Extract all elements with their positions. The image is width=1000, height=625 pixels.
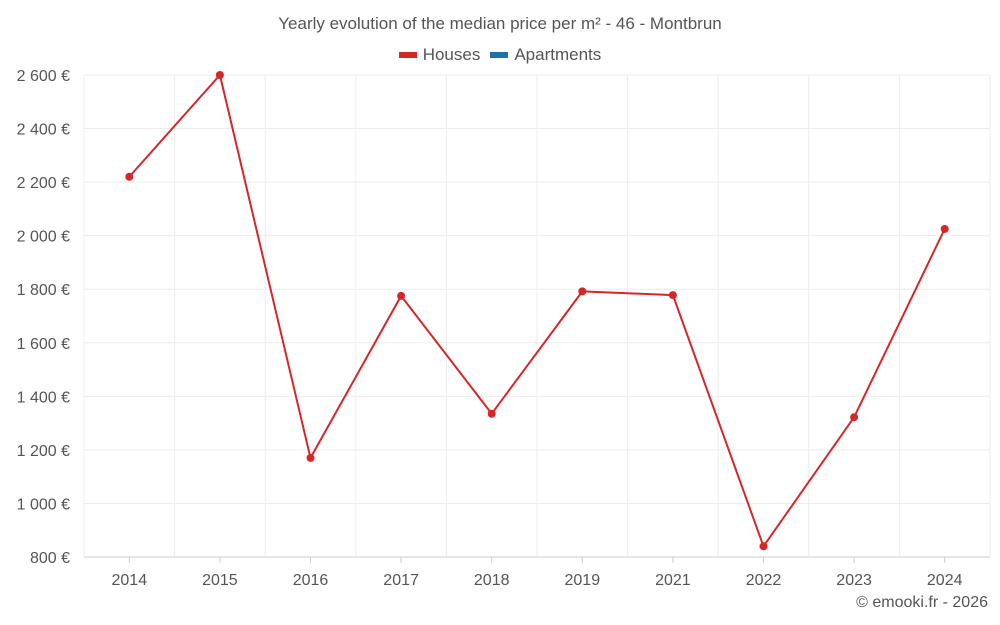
- data-point-houses: [668, 291, 677, 300]
- y-tick-label: 2 200 €: [17, 175, 70, 192]
- data-point-houses: [759, 542, 768, 551]
- x-tick-label: 2017: [383, 572, 419, 589]
- y-tick-label: 2 000 €: [17, 229, 70, 246]
- x-tick-label: 2015: [202, 572, 238, 589]
- chart-legend: Houses Apartments: [0, 45, 1000, 65]
- data-point-houses: [215, 71, 224, 79]
- legend-swatch-houses: [398, 52, 417, 58]
- data-point-houses: [487, 409, 496, 418]
- data-point-houses: [125, 172, 134, 181]
- credit-text: © emooki.fr - 2026: [856, 594, 988, 611]
- y-tick-label: 1 400 €: [17, 389, 70, 406]
- x-tick-label: 2021: [655, 572, 691, 589]
- legend-item-houses[interactable]: Houses: [398, 45, 481, 65]
- data-point-houses: [850, 413, 859, 422]
- y-tick-label: 1 800 €: [17, 282, 70, 299]
- y-tick-label: 1 000 €: [17, 496, 70, 513]
- y-tick-label: 1 200 €: [17, 443, 70, 460]
- y-tick-label: 1 600 €: [17, 336, 70, 353]
- legend-label-apartments: Apartments: [514, 45, 602, 64]
- series-line-houses: [128, 74, 946, 548]
- legend-swatch-apartments: [490, 52, 509, 58]
- x-tick-label: 2018: [474, 572, 510, 589]
- data-point-houses: [397, 291, 406, 300]
- data-point-houses: [940, 224, 949, 233]
- x-tick-label: 2024: [927, 572, 963, 589]
- y-tick-label: 2 400 €: [17, 122, 70, 139]
- data-point-houses: [578, 287, 587, 296]
- x-tick-label: 2014: [112, 572, 148, 589]
- data-point-houses: [306, 453, 315, 462]
- x-tick-label: 2016: [293, 572, 329, 589]
- x-tick-label: 2022: [746, 572, 782, 589]
- legend-item-apartments[interactable]: Apartments: [490, 45, 601, 65]
- x-tick-label: 2019: [565, 572, 601, 589]
- y-tick-label: 800 €: [30, 550, 70, 567]
- y-tick-label: 2 600 €: [17, 68, 70, 85]
- chart-title: Yearly evolution of the median price per…: [278, 14, 722, 33]
- x-tick-label: 2023: [836, 572, 872, 589]
- legend-label-houses: Houses: [422, 45, 481, 64]
